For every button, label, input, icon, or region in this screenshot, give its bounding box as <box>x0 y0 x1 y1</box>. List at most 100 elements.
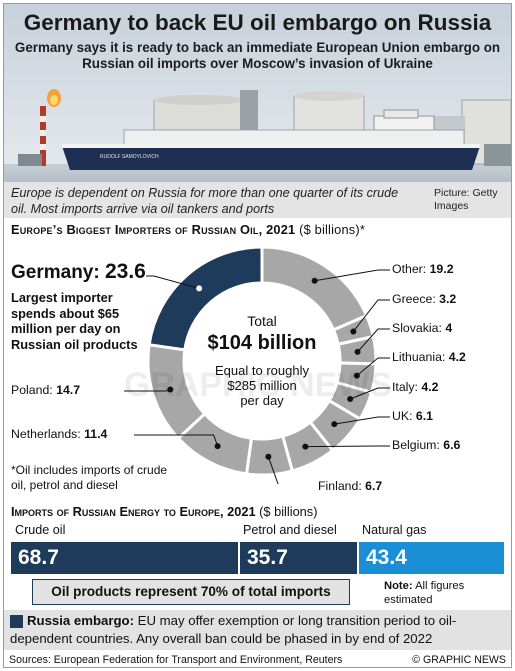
footer: Sources: European Federation for Transpo… <box>4 650 511 667</box>
note-label: Note: <box>384 580 413 592</box>
copyright: © GRAPHIC NEWS <box>412 654 506 666</box>
bar-segment-petrol-and-diesel: 35.7 <box>240 542 357 574</box>
donut-label-poland: Poland: 14.7 <box>11 383 80 397</box>
watermark: GRAPHIC NEWS <box>124 366 392 404</box>
leader-line-other <box>314 269 390 282</box>
donut-label-other: Other: 19.2 <box>392 262 454 276</box>
donut-segments <box>146 245 378 477</box>
imports-heading-units: ($ billions) <box>259 504 318 519</box>
leader-line-lithuania <box>356 357 390 376</box>
leader-line-slovakia <box>357 328 390 353</box>
donut-label-greece: Greece: 3.2 <box>392 292 456 306</box>
donut-center-total-value: $104 billion <box>208 332 317 354</box>
donut-label-name: Italy: <box>392 380 422 394</box>
sources: Sources: European Federation for Transpo… <box>9 654 343 666</box>
donut-chart: GRAPHIC NEWS Total $104 billion Equal to… <box>124 245 392 484</box>
tanker-photo: RUDOLF SAMOYLOVICH <box>4 4 511 182</box>
leader-dot-other <box>311 277 318 284</box>
donut-label-name: UK: <box>392 409 416 423</box>
donut-label-name: Finland: <box>318 479 366 493</box>
leader-dot-belgium <box>302 443 309 450</box>
donut-footnote: *Oil includes imports of crude oil, petr… <box>11 463 168 492</box>
page-subtitle: Germany says it is ready to back an imme… <box>14 40 501 71</box>
germany-value-label: Germany: 23.6 <box>11 260 146 284</box>
donut-segment-germany <box>147 245 264 352</box>
header-photo-area: RUDOLF SAMOYLOVICH Germany to back EU oi… <box>4 4 511 182</box>
leader-dot-lithuania <box>353 372 360 379</box>
bar-category-3: Natural gas <box>362 523 427 537</box>
estimates-note: Note: All figures estimated <box>384 580 510 607</box>
donut-label-value: 6.1 <box>415 409 434 423</box>
bar-category-1: Crude oil <box>15 523 66 537</box>
bar-segment-natural-gas: 43.4 <box>359 542 504 574</box>
embargo-label: Russia embargo: <box>27 613 134 628</box>
donut-center-equal-line1: Equal to roughly <box>215 363 309 378</box>
leader-dot-netherlands <box>214 443 221 450</box>
leader-dot-uk <box>331 421 338 428</box>
donut-label-uk: UK: 6.1 <box>392 409 433 423</box>
imports-heading-title: Imports of Russian Energy to Europe, 202… <box>11 504 256 519</box>
donut-label-name: Poland: <box>11 383 57 397</box>
donut-label-belgium: Belgium: 6.6 <box>392 438 460 452</box>
donut-label-finland: Finland: 6.7 <box>318 479 382 493</box>
donut-label-value: 6.7 <box>365 479 383 493</box>
donut-center-equal-line2: $285 million <box>227 378 296 393</box>
donut-label-value: 11.4 <box>84 427 108 441</box>
donut-label-netherlands: Netherlands: 11.4 <box>11 427 107 441</box>
donut-label-name: Lithuania: <box>392 350 449 364</box>
infographic: RUDOLF SAMOYLOVICH Germany to back EU oi… <box>3 3 512 668</box>
donut-label-name: Greece: <box>392 292 440 306</box>
donut-label-value: 19.2 <box>429 262 454 276</box>
bar-segment-crude-oil: 68.7 <box>11 542 238 574</box>
donut-label-name: Belgium: <box>392 438 444 452</box>
leader-dot-germany <box>196 285 203 292</box>
leader-line-italy <box>349 387 390 400</box>
donut-label-value: 4 <box>445 321 453 335</box>
embargo-text-block: Russia embargo: EU may offer exemption o… <box>10 612 505 648</box>
bar-category-2: Petrol and diesel <box>243 523 337 537</box>
donut-center-equal-line3: per day <box>240 393 284 408</box>
donut-label-lithuania: Lithuania: 4.2 <box>392 350 466 364</box>
photo-caption: Europe is dependent on Russia for more t… <box>11 186 399 216</box>
donut-label-value: 3.2 <box>439 292 457 306</box>
donut-label-name: Slovakia: <box>392 321 446 335</box>
donut-label-value: 14.7 <box>56 383 81 397</box>
ship-name: RUDOLF SAMOYLOVICH <box>100 154 159 160</box>
photo-caption-bar: Europe is dependent on Russia for more t… <box>4 182 511 218</box>
leader-dot-poland <box>167 386 174 393</box>
donut-label-value: 4.2 <box>421 380 439 394</box>
donut-label-name: Other: <box>392 262 430 276</box>
donut-center-total-label: Total <box>247 313 277 329</box>
donut-heading-units: ($ billions)* <box>299 222 366 237</box>
donut-label-name: Netherlands: <box>11 427 85 441</box>
oil-products-callout: Oil products represent 70% of total impo… <box>32 579 350 605</box>
donut-heading: Europe’s Biggest Importers of Russian Oi… <box>11 222 365 237</box>
embargo-square-icon <box>10 615 23 628</box>
donut-label-value: 4.2 <box>448 350 466 364</box>
embargo-box: Russia embargo: EU may offer exemption o… <box>4 610 511 650</box>
germany-note: Largest importer spends about $65 millio… <box>11 290 138 352</box>
leader-line-netherlands <box>134 434 219 447</box>
photo-credit: Picture: Getty Images <box>434 187 498 212</box>
donut-heading-title: Europe’s Biggest Importers of Russian Oi… <box>11 222 296 237</box>
leader-dot-slovakia <box>354 348 361 355</box>
leader-dot-greece <box>350 328 357 335</box>
donut-label-italy: Italy: 4.2 <box>392 380 439 394</box>
page-title: Germany to back EU oil embargo on Russia <box>23 10 492 35</box>
embargo-text: EU may offer exemption or long transitio… <box>10 613 457 646</box>
leader-line-belgium <box>305 445 390 448</box>
leader-line-uk <box>334 416 390 425</box>
imports-heading: Imports of Russian Energy to Europe, 202… <box>11 504 317 519</box>
leader-line-finland <box>267 456 279 484</box>
note-text: All figures estimated <box>384 580 465 606</box>
donut-segment-other <box>260 245 369 332</box>
leader-dot-finland <box>265 453 272 460</box>
leader-line-germany <box>146 275 200 289</box>
donut-label-slovakia: Slovakia: 4 <box>392 321 452 335</box>
germany-name: Germany: <box>11 262 100 283</box>
germany-value: 23.6 <box>104 260 146 283</box>
donut-leader-lines <box>124 269 390 484</box>
donut-label-value: 6.6 <box>443 438 461 452</box>
leader-dot-italy <box>347 395 354 402</box>
leader-line-greece <box>352 299 390 332</box>
